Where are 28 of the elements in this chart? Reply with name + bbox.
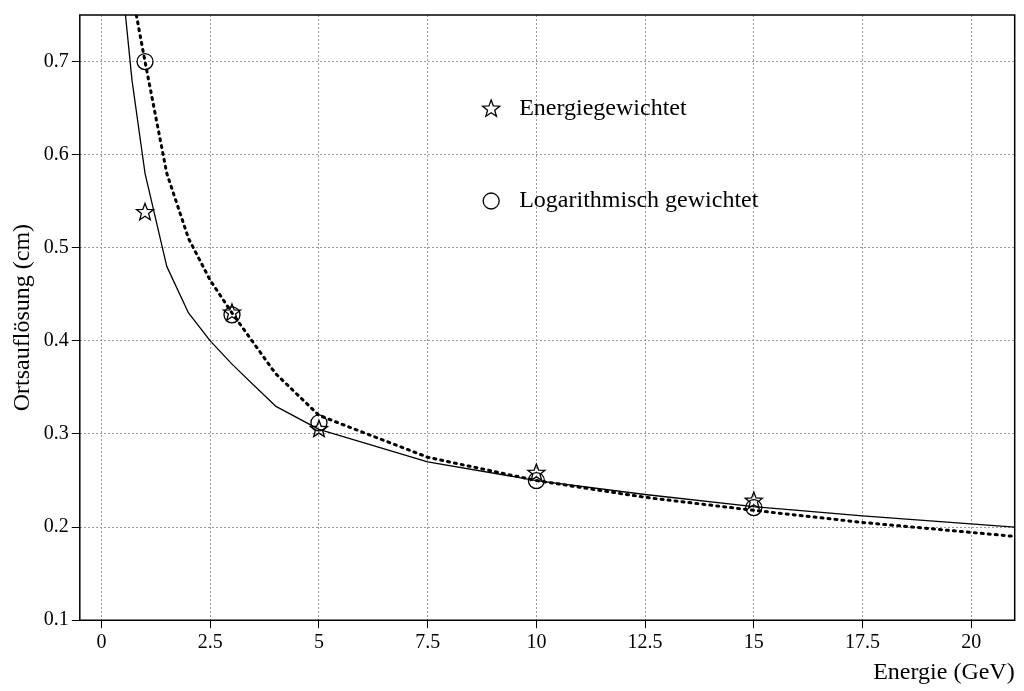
point <box>135 202 155 221</box>
y-tick-label: 0.3 <box>43 421 69 444</box>
x-tick-label: 7.5 <box>415 630 441 653</box>
point <box>744 491 764 509</box>
y-tick-label: 0.4 <box>43 328 69 351</box>
x-tick-label: 15 <box>743 630 764 653</box>
point <box>309 419 329 438</box>
x-tick-label: 12.5 <box>627 630 663 653</box>
point <box>310 414 328 432</box>
y-tick-label: 0.5 <box>43 235 69 258</box>
y-tick-label: 0.1 <box>43 607 69 630</box>
x-tick-label: 5 <box>313 630 324 653</box>
y-axis-title: Ortsauflösung (cm) <box>7 223 34 412</box>
y-tick-label: 0.7 <box>43 48 69 71</box>
legend-label: Logarithmisch gewichtet <box>519 186 759 213</box>
point <box>527 463 546 482</box>
x-tick-label: 0 <box>96 630 107 653</box>
legend-label: Energiegewichtet <box>519 94 687 121</box>
y-tick-label: 0.6 <box>43 141 69 164</box>
point <box>136 52 154 71</box>
x-tick-label: 17.5 <box>845 630 881 653</box>
x-tick-label: 2.5 <box>197 630 223 653</box>
point <box>745 498 763 517</box>
x-tick-label: 10 <box>526 630 547 653</box>
x-axis-title: Energie (GeV) <box>873 657 1015 684</box>
y-tick-label: 0.2 <box>43 514 69 537</box>
point <box>527 471 546 490</box>
x-tick-label: 20 <box>961 630 982 653</box>
